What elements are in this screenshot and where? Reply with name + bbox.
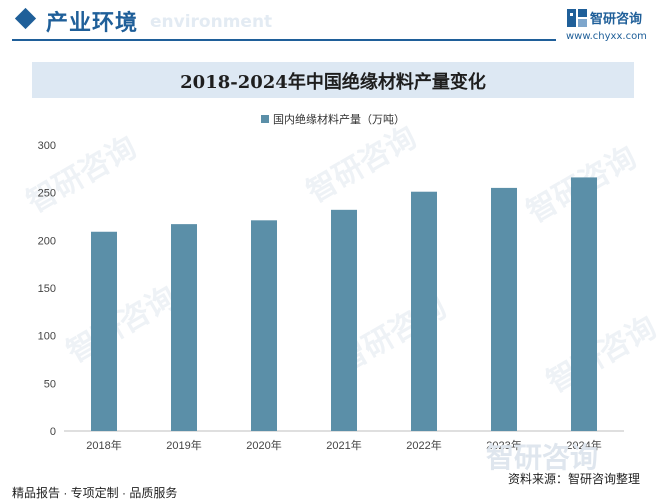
brand-logo-icon xyxy=(567,9,587,27)
brand: 智研咨询 www.chyxx.com xyxy=(566,7,662,43)
source-note: 资料来源：智研咨询整理 xyxy=(508,472,641,486)
x-tick-label: 2018年 xyxy=(86,438,121,452)
chart-title-bar: 2018-2024年中国绝缘材料产量变化 xyxy=(32,62,634,98)
bar xyxy=(571,177,597,431)
section-subtitle: environment xyxy=(150,12,273,32)
x-tick-label: 2024年 xyxy=(566,438,601,452)
bar xyxy=(331,209,357,431)
section-title: 产业环境 xyxy=(46,10,139,35)
bar xyxy=(171,224,197,431)
bar xyxy=(491,187,517,431)
x-tick-label: 2021年 xyxy=(326,438,361,452)
bar xyxy=(251,220,277,431)
header-rule xyxy=(12,39,556,41)
x-tick-label: 2020年 xyxy=(246,438,281,452)
x-tick-label: 2022年 xyxy=(406,438,441,452)
footer-tagline: 精品报告 · 专项定制 · 品质服务 xyxy=(12,486,178,500)
legend: 国内绝缘材料产量（万吨） xyxy=(0,111,666,127)
y-tick-label: 0 xyxy=(50,426,56,438)
brand-url: www.chyxx.com xyxy=(566,31,647,42)
bar xyxy=(91,231,117,431)
x-tick-label: 2019年 xyxy=(166,438,201,452)
y-tick-label: 300 xyxy=(38,140,56,152)
x-tick-label: 2023年 xyxy=(486,438,521,452)
y-tick-label: 150 xyxy=(38,283,56,295)
bar xyxy=(411,191,437,431)
y-tick-label: 200 xyxy=(38,235,56,247)
y-tick-label: 100 xyxy=(38,331,56,343)
legend-swatch xyxy=(261,115,269,123)
header: 产业环境 environment xyxy=(0,0,666,44)
brand-name: 智研咨询 xyxy=(590,11,643,26)
footer-watermark: 智研咨询 xyxy=(486,442,599,473)
y-tick-label: 250 xyxy=(38,188,56,200)
legend-label: 国内绝缘材料产量（万吨） xyxy=(273,114,405,126)
chart-title: 2018-2024年中国绝缘材料产量变化 xyxy=(180,72,486,93)
y-tick-label: 50 xyxy=(44,378,56,390)
